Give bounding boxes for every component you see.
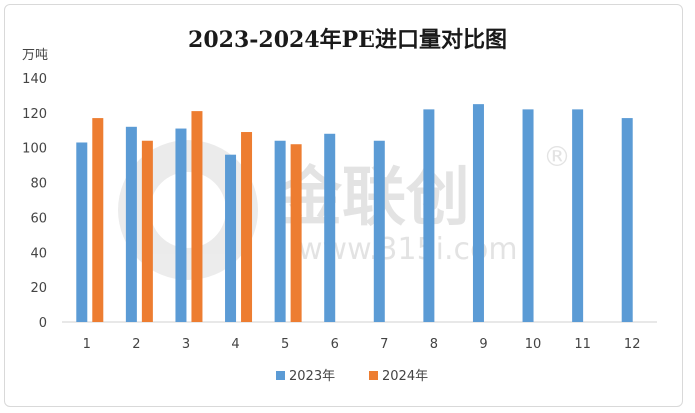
- y-tick-label: 40: [30, 246, 47, 261]
- bar-2023年-2: [125, 126, 137, 322]
- x-tick-label: 4: [231, 337, 239, 352]
- bar-2023年-8: [423, 109, 435, 322]
- bar-2024年-3: [191, 111, 203, 322]
- x-tick-label: 6: [331, 337, 339, 352]
- y-tick-label: 100: [22, 142, 47, 157]
- y-tick-label: 20: [30, 281, 47, 296]
- bar-2023年-5: [274, 140, 286, 322]
- x-tick-label: 7: [380, 337, 388, 352]
- bar-2023年-3: [175, 128, 187, 322]
- chart-title: 2023-2024年PE进口量对比图: [188, 27, 507, 53]
- x-tick-label: 1: [83, 337, 91, 352]
- bar-2024年-2: [141, 140, 153, 322]
- x-tick-label: 12: [624, 337, 641, 352]
- legend-label-0: 2023年: [289, 369, 335, 384]
- bar-2023年-7: [373, 140, 385, 322]
- bar-2024年-5: [290, 144, 302, 322]
- y-tick-label: 60: [30, 211, 47, 226]
- y-tick-label: 140: [22, 72, 47, 87]
- y-axis-label: 万吨: [22, 48, 49, 63]
- bar-2023年-12: [621, 118, 633, 322]
- x-tick-label: 10: [525, 337, 542, 352]
- bar-2023年-4: [225, 154, 237, 322]
- x-tick-label: 11: [574, 337, 591, 352]
- legend-swatch-0: [276, 371, 285, 380]
- x-tick-label: 3: [182, 337, 190, 352]
- y-tick-label: 80: [30, 177, 47, 192]
- x-tick-label: 2: [132, 337, 140, 352]
- bar-2024年-1: [92, 118, 104, 322]
- bar-2023年-11: [572, 109, 584, 322]
- x-tick-label: 5: [281, 337, 289, 352]
- legend-swatch-1: [369, 371, 378, 380]
- y-tick-label: 120: [22, 107, 47, 122]
- chart-frame: [4, 4, 683, 407]
- bar-2023年-10: [522, 109, 534, 322]
- x-tick-label: 9: [479, 337, 487, 352]
- bar-2023年-1: [76, 142, 88, 322]
- y-tick-label: 0: [39, 316, 47, 331]
- x-tick-label: 8: [430, 337, 438, 352]
- bar-2024年-4: [241, 132, 253, 322]
- bar-2023年-6: [324, 133, 336, 322]
- legend-label-1: 2024年: [382, 369, 428, 384]
- bar-2023年-9: [472, 104, 484, 323]
